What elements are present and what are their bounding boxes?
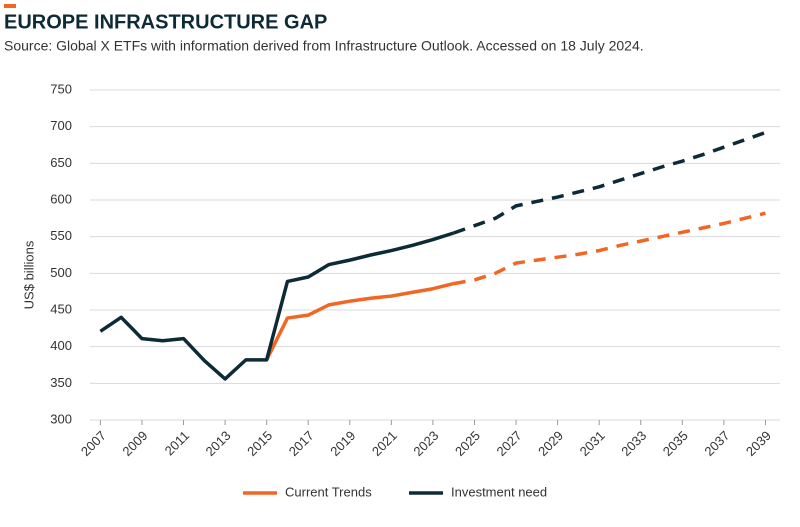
accent <box>4 4 16 8</box>
chart-subtitle: Source: Global X ETFs with information d… <box>4 38 644 54</box>
legend-label: Current Trends <box>285 484 372 499</box>
chart-title: EUROPE INFRASTRUCTURE GAP <box>4 11 327 33</box>
series-line <box>265 281 455 361</box>
x-tick-label: 2011 <box>162 428 192 458</box>
y-tick-label: 650 <box>50 155 72 170</box>
x-tick-label: 2017 <box>286 428 317 459</box>
y-tick-label: 600 <box>50 191 72 206</box>
x-tick-label: 2027 <box>494 428 525 459</box>
x-tick-label: 2039 <box>743 428 774 459</box>
y-tick-label: 700 <box>50 118 72 133</box>
y-tick-label: 550 <box>50 228 72 243</box>
legend-label: Investment need <box>451 484 547 499</box>
x-tick-label: 2021 <box>369 428 400 459</box>
x-tick-label: 2037 <box>701 428 732 459</box>
y-tick-label: 750 <box>50 81 72 96</box>
x-tick-label: 2009 <box>119 428 150 459</box>
projected-line <box>453 130 767 235</box>
x-tick-label: 2033 <box>618 428 649 459</box>
x-tick-label: 2007 <box>78 428 109 459</box>
y-tick-label: 500 <box>50 265 72 280</box>
series-line <box>99 231 455 381</box>
x-tick-label: 2025 <box>452 428 483 459</box>
y-axis-label: US$ billions <box>21 240 36 309</box>
x-tick-label: 2019 <box>327 428 358 459</box>
x-tick-label: 2015 <box>244 428 275 459</box>
x-tick-label: 2035 <box>660 428 691 459</box>
x-tick-label: 2013 <box>203 428 234 459</box>
x-tick-label: 2029 <box>535 428 566 459</box>
x-tick-label: 2023 <box>410 428 441 459</box>
x-tick-label: 2031 <box>577 428 608 459</box>
y-tick-label: 350 <box>50 375 72 390</box>
y-tick-label: 450 <box>50 301 72 316</box>
y-tick-label: 400 <box>50 338 72 353</box>
y-tick-label: 300 <box>50 411 72 426</box>
